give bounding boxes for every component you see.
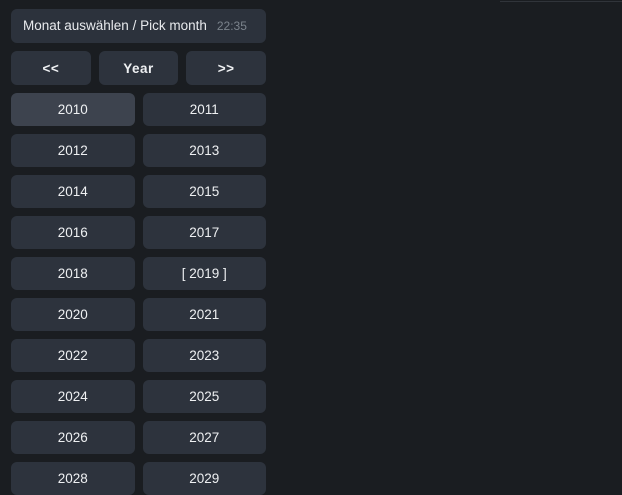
year-button[interactable]: 2018 (11, 257, 135, 290)
year-button[interactable]: 2025 (142, 380, 266, 413)
year-button[interactable]: 2029 (142, 462, 266, 495)
year-button[interactable]: 2021 (142, 298, 266, 331)
year-picker-panel: Monat auswählen / Pick month 22:35 << Ye… (0, 0, 277, 495)
year-button[interactable]: 2017 (142, 216, 266, 249)
year-button[interactable]: 2012 (11, 134, 135, 167)
next-page-button[interactable]: >> (186, 51, 267, 85)
year-button[interactable]: 2014 (11, 175, 135, 208)
year-grid: 2010 2011 2012 2013 2014 2015 2016 2017 2018[ 20… (11, 93, 266, 495)
year-button[interactable]: 2026 (11, 421, 135, 454)
year-button[interactable]: 2013 (142, 134, 266, 167)
navigation-row: << Year >> (11, 51, 267, 85)
year-button[interactable]: 2023 (142, 339, 266, 372)
year-button[interactable]: 2027 (142, 421, 266, 454)
year-button[interactable]: 2011 (142, 93, 266, 126)
year-button[interactable]: 2015 (142, 175, 266, 208)
picker-header: Monat auswählen / Pick month 22:35 (11, 9, 266, 43)
year-button[interactable]: [ 2019 ] (142, 257, 266, 290)
page-title: Monat auswählen / Pick month (23, 18, 207, 34)
year-mode-button[interactable]: Year (98, 51, 179, 85)
year-button[interactable]: 2010 (11, 93, 135, 126)
year-button[interactable]: 2028 (11, 462, 135, 495)
clock-label: 22:35 (216, 19, 247, 33)
year-button[interactable]: 2020 (11, 298, 135, 331)
year-button[interactable]: 2022 (11, 339, 135, 372)
prev-page-button[interactable]: << (11, 51, 91, 85)
year-button[interactable]: 2016 (11, 216, 135, 249)
top-divider-line (500, 1, 622, 2)
year-button[interactable]: 2024 (11, 380, 135, 413)
